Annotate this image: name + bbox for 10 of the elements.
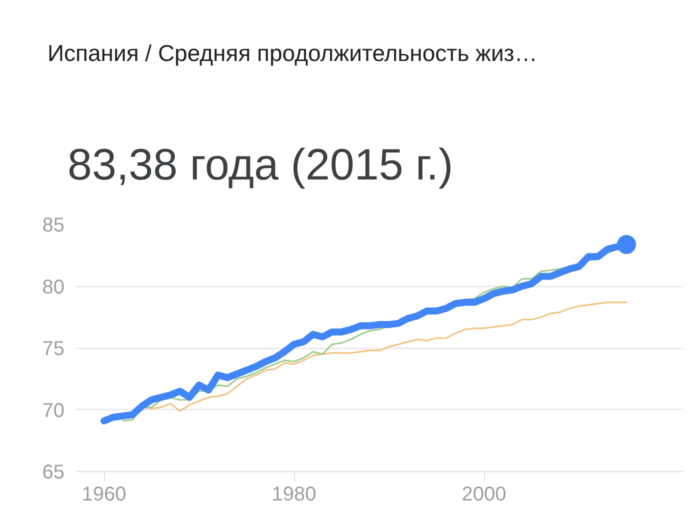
y-tick-label: 80 [42, 276, 65, 298]
chart-title: Испания / Средняя продолжительность жиз… [48, 40, 538, 66]
chart-subtitle: 83,38 года (2015 г.) [68, 140, 454, 190]
x-tick-label: 1980 [272, 484, 316, 506]
y-tick-label: 70 [42, 400, 65, 422]
y-tick-label: 85 [42, 214, 65, 236]
y-tick-label: 75 [42, 338, 65, 360]
x-tick-label: 2000 [462, 484, 506, 506]
x-tick-label: 1960 [82, 484, 126, 506]
y-tick-label: 65 [42, 462, 65, 484]
